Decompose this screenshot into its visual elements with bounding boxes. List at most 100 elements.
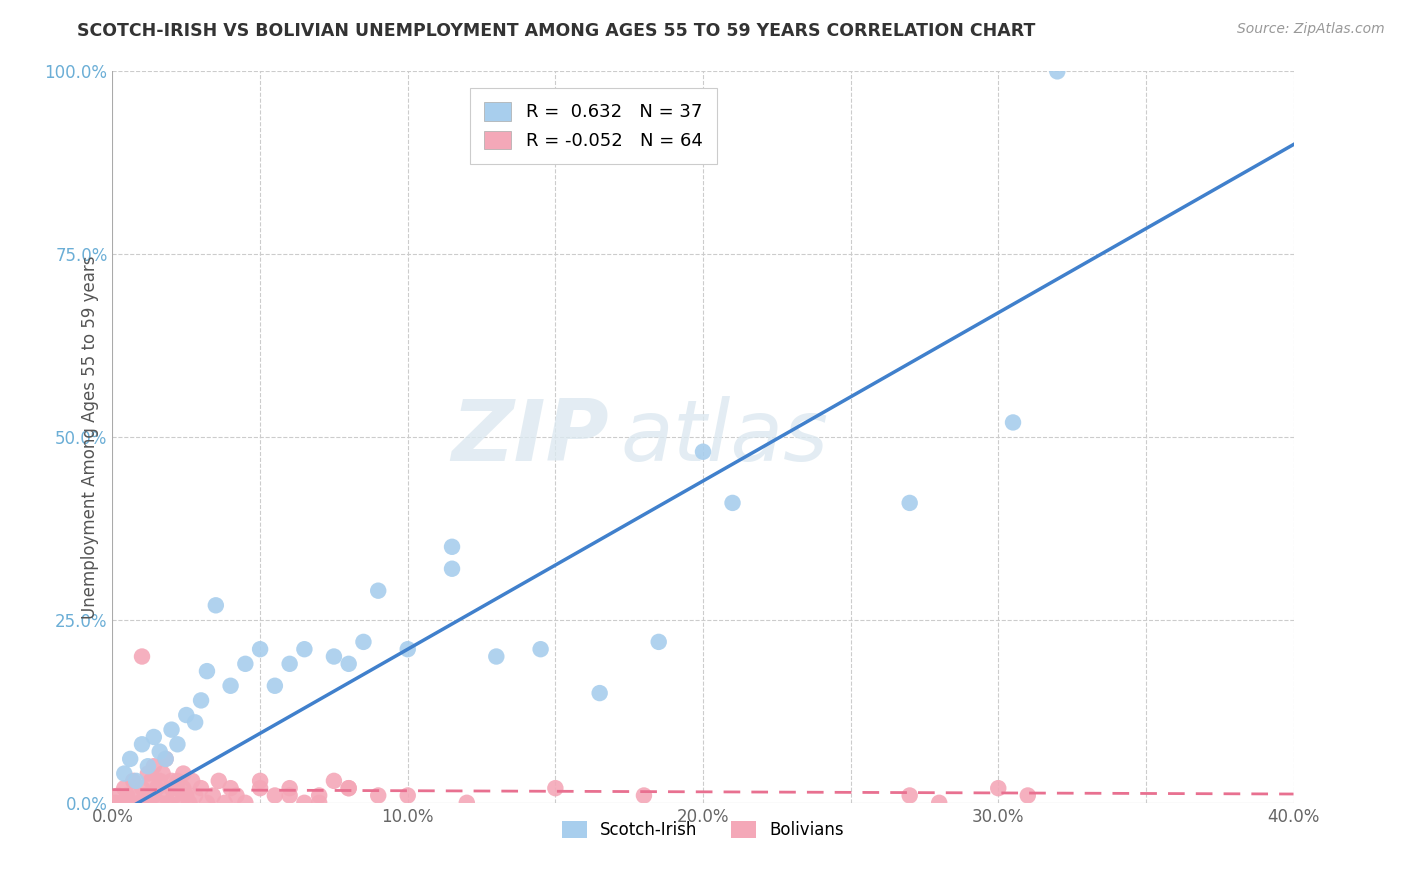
Point [125, 789, 148, 803]
Point [166, 773, 188, 788]
Point [208, 773, 231, 788]
Point [544, 781, 567, 796]
Point [117, 789, 138, 803]
Y-axis label: Unemployment Among Ages 55 to 59 years: Unemployment Among Ages 55 to 59 years [80, 255, 98, 619]
Point [323, 649, 346, 664]
Point [107, 789, 129, 803]
Point [155, 752, 177, 766]
Point [337, 657, 360, 671]
Point [928, 796, 950, 810]
Point [142, 730, 165, 744]
Point [163, 789, 186, 803]
Point [190, 781, 212, 796]
Point [219, 781, 242, 796]
Point [160, 773, 183, 788]
Point [323, 773, 346, 788]
Point [184, 715, 207, 730]
Point [337, 781, 360, 796]
Point [588, 686, 610, 700]
Point [337, 781, 360, 796]
Point [149, 773, 172, 788]
Point [233, 657, 256, 671]
Point [120, 796, 142, 810]
Text: ZIP: ZIP [451, 395, 609, 479]
Point [264, 789, 287, 803]
Point [529, 642, 551, 657]
Point [456, 796, 478, 810]
Point [142, 789, 165, 803]
Point [172, 781, 194, 796]
Point [152, 766, 174, 780]
Point [181, 773, 204, 788]
Point [120, 752, 142, 766]
Point [647, 635, 671, 649]
Point [1046, 64, 1069, 78]
Point [441, 540, 464, 554]
Point [174, 789, 197, 803]
Text: SCOTCH-IRISH VS BOLIVIAN UNEMPLOYMENT AMONG AGES 55 TO 59 YEARS CORRELATION CHAR: SCOTCH-IRISH VS BOLIVIAN UNEMPLOYMENT AM… [77, 22, 1036, 40]
Point [219, 679, 242, 693]
Text: Source: ZipAtlas.com: Source: ZipAtlas.com [1237, 22, 1385, 37]
Point [149, 796, 172, 810]
Point [396, 642, 419, 657]
Point [160, 723, 183, 737]
Point [131, 737, 153, 751]
Point [166, 737, 188, 751]
Point [136, 759, 159, 773]
Point [112, 766, 135, 780]
Point [142, 759, 165, 773]
Point [441, 562, 464, 576]
Point [149, 745, 172, 759]
Point [134, 789, 156, 803]
Text: atlas: atlas [620, 395, 828, 479]
Point [131, 649, 153, 664]
Point [249, 781, 271, 796]
Point [155, 752, 177, 766]
Point [278, 781, 301, 796]
Point [633, 789, 655, 803]
Point [155, 789, 177, 803]
Legend: Scotch-Irish, Bolivians: Scotch-Irish, Bolivians [555, 814, 851, 846]
Point [179, 796, 201, 810]
Point [160, 781, 183, 796]
Point [396, 789, 419, 803]
Point [292, 796, 315, 810]
Point [352, 635, 374, 649]
Point [692, 444, 714, 458]
Point [308, 789, 330, 803]
Point [249, 773, 271, 788]
Point [110, 796, 132, 810]
Point [898, 789, 921, 803]
Point [1001, 416, 1024, 430]
Point [195, 796, 218, 810]
Point [112, 781, 135, 796]
Point [201, 789, 224, 803]
Point [225, 789, 247, 803]
Point [233, 796, 256, 810]
Point [292, 642, 315, 657]
Point [184, 789, 207, 803]
Point [214, 796, 236, 810]
Point [264, 679, 287, 693]
Point [249, 642, 271, 657]
Point [146, 781, 169, 796]
Point [205, 599, 228, 613]
Point [721, 496, 744, 510]
Point [898, 496, 921, 510]
Point [278, 789, 301, 803]
Point [190, 693, 212, 707]
Point [367, 789, 389, 803]
Point [367, 583, 389, 598]
Point [157, 796, 180, 810]
Point [136, 796, 159, 810]
Point [136, 766, 159, 780]
Point [278, 657, 301, 671]
Point [485, 649, 508, 664]
Point [122, 773, 145, 788]
Point [131, 781, 153, 796]
Point [987, 781, 1010, 796]
Point [1017, 789, 1039, 803]
Point [125, 773, 148, 788]
Point [166, 781, 188, 796]
Point [139, 773, 162, 788]
